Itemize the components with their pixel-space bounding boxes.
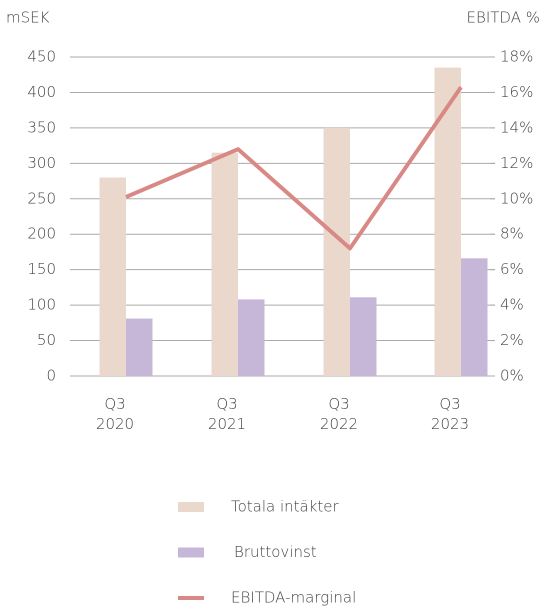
legend-label: Bruttovinst bbox=[234, 543, 317, 561]
y2-tick-label: 4% bbox=[500, 296, 524, 314]
y-tick-label: 150 bbox=[27, 260, 56, 278]
y2-tick-label: 8% bbox=[500, 225, 524, 243]
legend-swatch bbox=[178, 502, 204, 512]
y-tick-label: 0 bbox=[46, 367, 56, 385]
x-tick-label: Q3 2021 bbox=[208, 395, 246, 433]
bar bbox=[126, 318, 153, 376]
bar bbox=[323, 127, 350, 376]
y-axis-label: mSEK bbox=[6, 9, 50, 27]
bar bbox=[350, 297, 377, 376]
bar bbox=[238, 299, 265, 376]
y-tick-label: 200 bbox=[27, 225, 56, 243]
y-tick-label: 250 bbox=[27, 189, 56, 207]
y-tick-label: 300 bbox=[27, 154, 56, 172]
y2-tick-label: 0% bbox=[500, 367, 524, 385]
y2-tick-label: 6% bbox=[500, 260, 524, 278]
legend-label: Totala intäkter bbox=[231, 498, 340, 516]
y2-tick-label: 12% bbox=[500, 154, 533, 172]
bar bbox=[434, 67, 461, 376]
x-tick-label: Q3 2022 bbox=[320, 395, 358, 433]
y2-axis-label: EBITDA % bbox=[467, 9, 540, 27]
x-tick-label: Q3 2020 bbox=[96, 395, 134, 433]
y-tick-label: 50 bbox=[37, 331, 56, 349]
bar bbox=[99, 177, 126, 376]
y2-tick-label: 10% bbox=[500, 189, 533, 207]
y-tick-label: 350 bbox=[27, 118, 56, 136]
bar bbox=[461, 258, 488, 376]
line bbox=[125, 85, 463, 251]
bar bbox=[211, 152, 238, 376]
y-tick-label: 100 bbox=[27, 296, 56, 314]
y-tick-label: 450 bbox=[27, 48, 56, 66]
y2-tick-label: 16% bbox=[500, 83, 533, 101]
legend-label: EBITDA-marginal bbox=[231, 589, 356, 607]
y2-tick-label: 2% bbox=[500, 331, 524, 349]
x-tick-label: Q3 2023 bbox=[431, 395, 469, 433]
y-tick-label: 400 bbox=[27, 83, 56, 101]
y2-tick-label: 14% bbox=[500, 118, 533, 136]
legend-swatch bbox=[178, 547, 204, 558]
y2-tick-label: 18% bbox=[500, 48, 533, 66]
